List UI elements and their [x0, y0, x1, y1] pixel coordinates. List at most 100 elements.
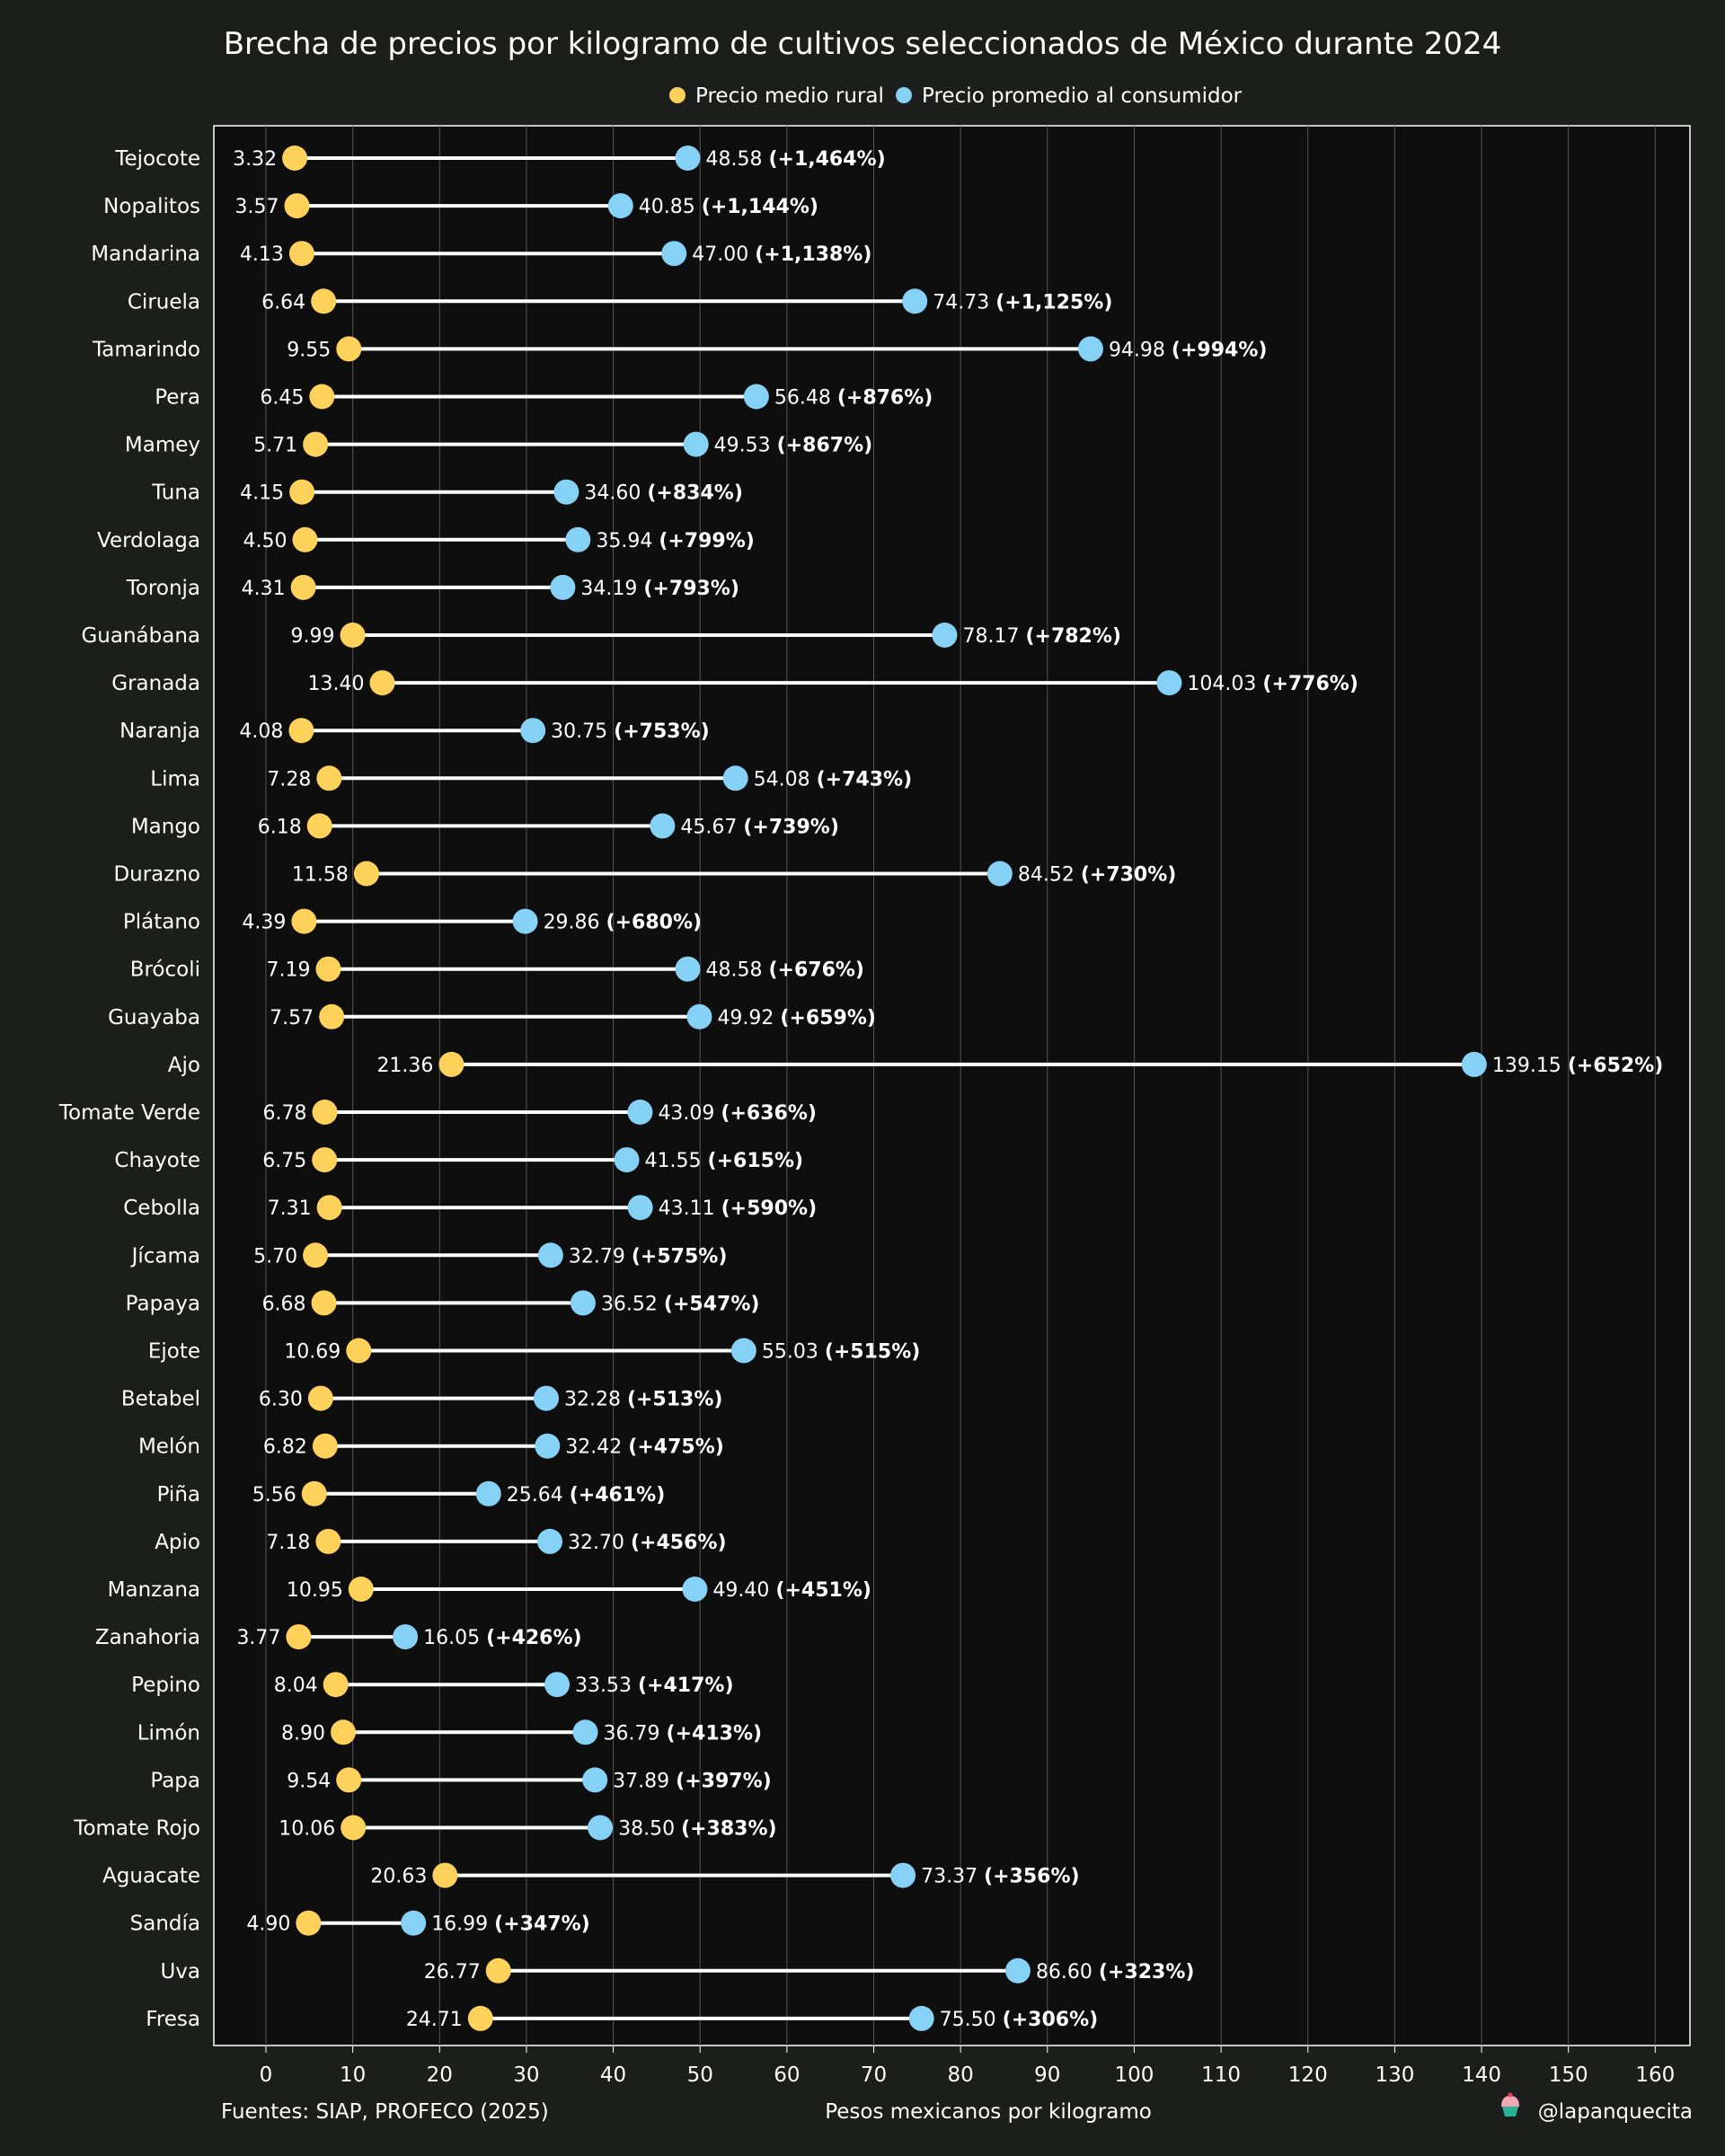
consumer-price-label: 47.00 (+1,138%) [692, 243, 871, 266]
category-label: Lima [150, 767, 200, 791]
consumer-price-label: 139.15 (+652%) [1492, 1055, 1664, 1077]
rural-price-label: 24.71 [406, 2009, 463, 2031]
row-Mandarina: Mandarina 4.13 47.00 (+1,138%) [91, 241, 871, 267]
consumer-price-dot [393, 1624, 419, 1650]
rural-price-label: 6.30 [259, 1389, 303, 1411]
consumer-price-dot [682, 1577, 708, 1602]
row-Aguacate: Aguacate 20.63 73.37 (+356%) [102, 1862, 1080, 1888]
category-label: Jícama [130, 1244, 200, 1268]
consumer-price-label: 48.58 (+1,464%) [705, 148, 885, 171]
x-tick-label: 120 [1288, 2063, 1328, 2087]
x-tick-label: 110 [1201, 2063, 1241, 2087]
category-label: Apio [155, 1531, 200, 1554]
row-Cebolla: Cebolla 7.31 43.11 (+590%) [123, 1195, 817, 1221]
percent-increase-label: (+347%) [494, 1913, 590, 1936]
rural-price-label: 6.68 [262, 1293, 306, 1315]
rural-price-dot [306, 813, 332, 839]
rural-price-dot [291, 908, 317, 934]
rural-price-label: 7.18 [266, 1532, 310, 1554]
row-Ejote: Ejote 10.69 55.03 (+515%) [148, 1338, 921, 1364]
category-label: Melón [138, 1436, 200, 1459]
rural-price-dot [341, 1815, 367, 1841]
percent-increase-label: (+994%) [1172, 339, 1268, 361]
row-Nopalitos: Nopalitos 3.57 40.85 (+1,144%) [103, 193, 818, 219]
consumer-price-label: 32.42 (+475%) [565, 1436, 724, 1459]
category-label: Sandía [130, 1913, 200, 1936]
rural-price-label: 7.19 [266, 959, 310, 982]
rural-price-label: 6.64 [261, 291, 305, 314]
percent-increase-label: (+451%) [775, 1579, 871, 1602]
legend-label: Precio promedio al consumidor [922, 84, 1243, 108]
percent-increase-label: (+743%) [817, 768, 913, 791]
category-label: Naranja [119, 720, 200, 743]
row-Pepino: Pepino 8.04 33.53 (+417%) [131, 1672, 734, 1698]
consumer-price-dot [1004, 1957, 1031, 1984]
percent-increase-label: (+876%) [837, 387, 933, 410]
rural-price-dot [316, 1195, 342, 1221]
consumer-price-dot [512, 908, 538, 934]
x-axis-title: Pesos mexicanos por kilogramo [825, 2100, 1152, 2124]
percent-increase-label: (+323%) [1099, 1961, 1195, 1984]
percent-increase-label: (+776%) [1262, 673, 1358, 695]
consumer-price-dot [730, 1338, 756, 1364]
percent-increase-label: (+867%) [777, 435, 873, 457]
consumer-price-label: 40.85 (+1,144%) [639, 196, 818, 218]
rural-price-dot [485, 1957, 511, 1984]
consumer-price-label: 74.73 (+1,125%) [933, 291, 1112, 314]
percent-increase-label: (+575%) [632, 1245, 728, 1268]
percent-increase-label: (+1,125%) [995, 291, 1112, 314]
consumer-price-label: 32.79 (+575%) [569, 1245, 728, 1268]
category-label: Nopalitos [103, 195, 200, 218]
category-label: Papa [150, 1769, 200, 1792]
rural-price-label: 6.45 [260, 387, 304, 410]
rural-price-dot [292, 526, 318, 552]
x-tick-label: 160 [1635, 2063, 1675, 2087]
rural-price-dot [315, 956, 341, 982]
rural-price-label: 3.77 [236, 1627, 280, 1649]
row-Tomate Verde: Tomate Verde 6.78 43.09 (+636%) [58, 1100, 817, 1125]
category-label: Mamey [125, 434, 200, 457]
percent-increase-label: (+383%) [681, 1818, 777, 1841]
percent-increase-label: (+426%) [486, 1627, 582, 1649]
rural-price-dot [336, 1767, 362, 1793]
category-label: Mandarina [91, 243, 200, 266]
consumer-price-label: 54.08 (+743%) [754, 768, 913, 791]
category-label: Brócoli [130, 959, 200, 982]
rural-price-label: 9.55 [287, 339, 331, 361]
consumer-price-dot [588, 1815, 614, 1841]
row-Melón: Melón 6.82 32.42 (+475%) [138, 1433, 724, 1459]
rural-price-dot [323, 1672, 349, 1698]
x-tick-label: 20 [427, 2063, 453, 2087]
rural-price-dot [312, 1100, 338, 1125]
rural-price-dot [319, 1003, 345, 1029]
rural-price-label: 9.54 [287, 1770, 331, 1792]
rural-price-label: 11.58 [292, 864, 349, 887]
consumer-price-label: 48.58 (+676%) [705, 959, 864, 982]
consumer-price-label: 33.53 (+417%) [575, 1674, 734, 1697]
consumer-price-label: 32.28 (+513%) [564, 1389, 723, 1411]
row-Naranja: Naranja 4.08 30.75 (+753%) [119, 718, 710, 744]
percent-increase-label: (+615%) [708, 1150, 804, 1172]
x-axis-ticks: 0 10 20 30 40 50 60 70 80 90 100 110 120 130 140 150 160 [260, 2046, 1675, 2087]
consumer-price-dot [675, 956, 701, 982]
x-tick-label: 50 [687, 2063, 713, 2087]
legend-item-1: Precio promedio al consumidor [896, 84, 1243, 108]
row-Guanábana: Guanábana 9.99 78.17 (+782%) [81, 623, 1121, 648]
row-Tamarindo: Tamarindo 9.55 94.98 (+994%) [92, 336, 1268, 362]
credit-handle: @lapanquecita [1538, 2100, 1693, 2124]
rural-price-label: 10.06 [279, 1818, 335, 1841]
consumer-price-dot [627, 1195, 653, 1221]
percent-increase-label: (+1,138%) [755, 243, 871, 266]
chart-rows: Tejocote 3.32 48.58 (+1,464%) Nopalitos 3.57… [58, 146, 1663, 2031]
consumer-price-label: 86.60 (+323%) [1036, 1961, 1195, 1984]
category-label: Piña [157, 1483, 200, 1507]
consumer-price-label: 49.53 (+867%) [714, 435, 873, 457]
rural-price-dot [348, 1577, 374, 1602]
rural-price-label: 21.36 [376, 1055, 433, 1077]
rural-price-label: 10.69 [284, 1341, 341, 1364]
legend-marker [669, 87, 686, 103]
percent-increase-label: (+456%) [631, 1532, 727, 1554]
percent-increase-label: (+515%) [825, 1341, 921, 1364]
rural-price-dot [290, 574, 316, 600]
